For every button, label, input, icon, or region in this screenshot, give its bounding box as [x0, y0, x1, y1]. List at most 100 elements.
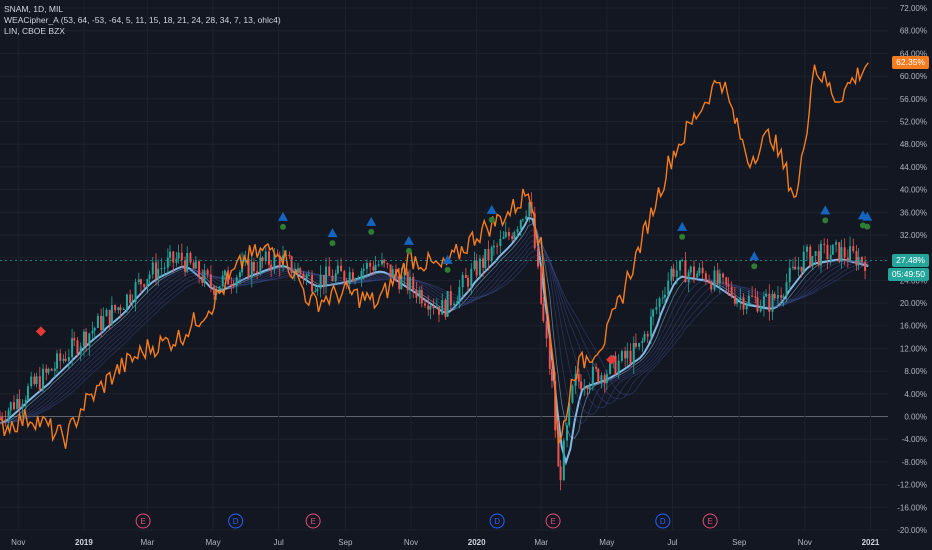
candle-body — [247, 259, 250, 278]
candle-body — [438, 306, 440, 315]
legend-main-symbol[interactable]: SNAM, 1D, MIL — [4, 4, 64, 14]
candle-body — [230, 284, 233, 286]
candle-body — [554, 380, 557, 431]
candle-body — [857, 257, 860, 266]
legend-compare-symbol[interactable]: LIN, CBOE BZX — [4, 26, 65, 36]
candle-body — [114, 304, 117, 311]
candle-body — [56, 353, 59, 369]
candle-body — [408, 276, 411, 291]
earnings-marker[interactable] — [545, 513, 561, 529]
candle-body — [655, 306, 658, 310]
dividend-marker[interactable] — [655, 513, 671, 529]
candle-body — [192, 262, 195, 269]
candle-body — [754, 296, 757, 298]
candle-body — [718, 273, 721, 284]
candle-body — [458, 287, 461, 302]
candle-body — [617, 360, 620, 375]
candle-body — [21, 403, 24, 408]
candle-body — [420, 290, 423, 304]
earnings-marker[interactable] — [305, 513, 321, 529]
candle-body — [137, 279, 140, 283]
candle-body — [311, 275, 314, 292]
dividend-marker[interactable] — [228, 513, 244, 529]
x-tick-label: 2019 — [75, 538, 93, 547]
candle-body — [566, 425, 569, 441]
ribbon-line — [0, 249, 869, 424]
legend-indicator[interactable]: WEACipher_A (53, 64, -53, -64, 5, 11, 15… — [4, 15, 281, 25]
compare-line-lin — [0, 62, 869, 449]
candle-body — [817, 251, 820, 266]
x-axis[interactable]: Nov 2019 Mar May Jul Sep Nov 2020 Mar May Jul Sep No… — [11, 538, 880, 547]
candle-body — [823, 243, 826, 245]
earnings-marker[interactable] — [702, 513, 718, 529]
y-tick-label: 8.00% — [904, 367, 927, 376]
earnings-marker-label: E — [140, 517, 145, 526]
y-tick-label: 52.00% — [900, 117, 927, 126]
candle-body — [288, 254, 291, 257]
candle-body — [316, 288, 319, 292]
candle-body — [302, 273, 305, 280]
y-tick-label: 24.00% — [900, 276, 927, 285]
candle-body — [548, 338, 551, 370]
candle-body — [221, 275, 224, 287]
candle-body — [184, 260, 187, 272]
candle-body — [146, 279, 149, 288]
candle-body — [250, 262, 253, 278]
y-tick-label: 16.00% — [900, 322, 927, 331]
ribbon-line — [0, 216, 869, 466]
candle-body — [634, 342, 637, 347]
candle-body — [819, 243, 822, 266]
candle-body — [490, 247, 493, 261]
candle-body — [620, 351, 623, 361]
candle-body — [235, 277, 238, 286]
candle-body — [201, 276, 204, 283]
candle-body — [675, 270, 678, 277]
candle-body — [441, 300, 444, 315]
candle-body — [791, 266, 794, 268]
buy-signal-icon — [442, 254, 453, 264]
candle-body — [223, 270, 226, 276]
candle-body — [502, 237, 505, 239]
candle-body — [577, 374, 580, 382]
dividend-marker-label: D — [494, 517, 500, 526]
candle-body — [765, 293, 768, 297]
earnings-marker[interactable] — [135, 513, 151, 529]
candle-body — [252, 262, 255, 272]
y-tick-label: -12.00% — [897, 481, 927, 490]
candle-body — [805, 246, 808, 252]
candle-body — [336, 265, 339, 274]
candle-body — [270, 264, 273, 269]
candle-body — [646, 333, 649, 337]
candle-body — [736, 300, 739, 304]
candle-body — [811, 255, 814, 267]
candle-body — [314, 291, 317, 293]
candle-body — [134, 282, 137, 302]
series-lines — [0, 62, 888, 449]
candle-body — [629, 350, 632, 364]
candle-body — [143, 284, 146, 288]
buy-signal-icon — [277, 211, 288, 221]
candle-body — [716, 270, 719, 284]
candle-body — [73, 338, 76, 341]
candle-body — [406, 271, 409, 291]
candle-body — [4, 419, 7, 421]
dividend-marker[interactable] — [489, 513, 505, 529]
candle-body — [835, 242, 838, 245]
candle-body — [343, 271, 346, 281]
buy-signal-icon — [677, 221, 688, 231]
candle-body — [780, 295, 783, 298]
candle-body — [540, 266, 543, 304]
x-tick-label: Sep — [732, 538, 747, 547]
candle-body — [643, 333, 646, 341]
candle-body — [261, 257, 264, 262]
candle-body — [800, 266, 803, 272]
x-tick-label: Nov — [11, 538, 25, 547]
candle-body — [24, 399, 27, 404]
signal-dot-icon — [368, 228, 375, 235]
candle-body — [50, 368, 53, 371]
candle-body — [533, 213, 536, 249]
candle-body — [855, 251, 858, 266]
candle-body — [788, 267, 791, 283]
sell-signal-icon — [606, 354, 617, 365]
